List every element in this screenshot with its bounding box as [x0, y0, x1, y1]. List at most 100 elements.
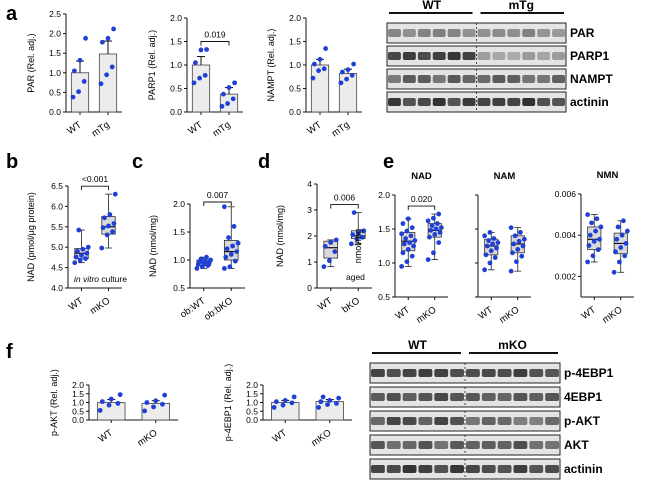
band-label-actinin: actinin: [570, 95, 609, 109]
p-value-label: 0.007: [207, 190, 229, 200]
data-point: [482, 267, 488, 273]
data-point: [73, 254, 79, 260]
data-point: [492, 255, 498, 260]
y-tick-label: 0.5: [378, 292, 390, 302]
blot-band: [545, 465, 559, 473]
data-point: [83, 35, 88, 41]
blot-band: [450, 369, 464, 377]
data-point: [435, 221, 440, 226]
band-label-PAR: PAR: [570, 26, 595, 40]
y-tick-label: 1: [307, 257, 312, 267]
panel-label-c: c: [132, 151, 143, 173]
data-point: [349, 72, 355, 78]
data-point: [333, 237, 339, 243]
data-point: [425, 218, 431, 224]
data-point: [618, 245, 624, 250]
data-point: [587, 232, 593, 238]
y-tick-label: 2.0: [72, 380, 84, 390]
blot-band: [434, 441, 449, 449]
data-point: [72, 68, 77, 74]
data-point: [511, 241, 517, 247]
data-point: [77, 257, 83, 263]
data-point: [326, 258, 332, 264]
blot-row-PARP1: PARP1: [386, 45, 609, 67]
x-tick-label-WT: WT: [65, 119, 84, 137]
y-tick-label: 1.5: [49, 48, 61, 58]
data-point: [219, 103, 225, 109]
data-point: [354, 236, 360, 242]
y-tick-label: 6.0: [51, 201, 63, 211]
data-point: [197, 75, 203, 81]
data-point: [142, 408, 148, 414]
y-tick-label: 2.0: [246, 380, 258, 390]
y-tick-label: 1.0: [49, 68, 61, 78]
blot-band: [434, 417, 449, 425]
data-point: [433, 226, 439, 232]
data-point: [291, 394, 297, 400]
group-label-right: mKO: [498, 338, 527, 352]
annotation-italic: in vitro: [74, 274, 99, 284]
blot-band: [417, 29, 431, 37]
x-tick-label-WT: WT: [186, 119, 205, 137]
data-point: [408, 233, 414, 239]
data-point: [486, 238, 491, 243]
data-point: [221, 266, 227, 271]
blot-band: [522, 29, 536, 37]
bar-WT: [191, 64, 211, 113]
data-point: [99, 245, 105, 251]
blot-row-actinin: actinin: [369, 458, 603, 480]
data-point: [115, 400, 121, 406]
blot-band: [466, 393, 480, 401]
data-point: [106, 402, 112, 408]
data-point: [111, 26, 116, 32]
blot-band: [552, 29, 565, 37]
blot-band: [386, 465, 401, 473]
band-label-PARP1: PARP1: [570, 49, 609, 63]
y-tick-label: 2.5: [49, 9, 61, 19]
data-point: [624, 228, 630, 234]
data-point: [72, 260, 78, 266]
data-point: [325, 402, 330, 407]
data-point: [191, 80, 197, 86]
blot-band: [371, 417, 385, 425]
blot-band: [552, 75, 565, 83]
data-point: [282, 398, 288, 403]
x-tick-label-mKO: mKO: [497, 304, 521, 325]
group-label-left: WT: [408, 338, 427, 352]
data-point: [83, 256, 88, 262]
blot-band: [417, 98, 431, 106]
panel-label-e: e: [383, 151, 394, 173]
data-point: [226, 85, 232, 90]
blot-row-PAR: PAR: [386, 22, 595, 44]
data-point: [153, 398, 159, 404]
panel-labels: a b c d e f: [6, 3, 394, 363]
data-point: [327, 398, 333, 403]
y-tick-label: 5.5: [51, 222, 63, 232]
data-point: [336, 395, 342, 401]
y-axis-label: NAMPT (Rel. adj.): [266, 29, 276, 102]
blot-band: [537, 29, 551, 37]
data-point: [488, 248, 494, 254]
data-point: [317, 56, 323, 62]
data-point: [84, 250, 90, 256]
blot-band: [529, 417, 544, 425]
data-point: [117, 392, 123, 398]
blot-band: [497, 465, 512, 473]
panel-label-f: f: [6, 341, 13, 363]
blot-band: [529, 369, 544, 377]
data-point: [112, 191, 118, 197]
y-tick-label: 1.0: [246, 398, 258, 408]
y-axis-label: NAD (nmol/mg): [148, 215, 158, 277]
blot-band: [537, 75, 551, 83]
data-point: [622, 253, 628, 259]
x-tick-label-WT: WT: [271, 427, 290, 445]
data-point: [338, 80, 344, 86]
x-tick-label-mKO: mKO: [414, 304, 438, 325]
blot-band: [507, 98, 521, 106]
blot-band: [418, 417, 433, 425]
data-point: [228, 252, 234, 257]
y-tick-label: 1.0: [170, 60, 182, 70]
data-point: [597, 236, 602, 242]
data-point: [512, 233, 518, 239]
